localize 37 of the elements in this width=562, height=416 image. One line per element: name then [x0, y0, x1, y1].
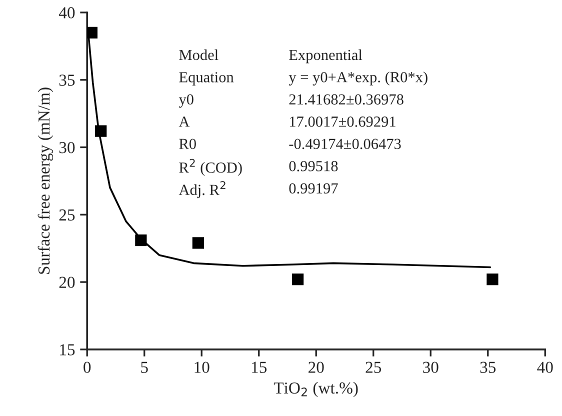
- point: [486, 274, 498, 286]
- y-tick-label: 40: [58, 7, 75, 18]
- point: [192, 237, 204, 249]
- y-tick-label: 30: [59, 142, 75, 154]
- x-tick-label: 30: [423, 362, 438, 373]
- annotation: 17.0017±0.69291: [290, 116, 396, 127]
- annotation: 0.99518: [289, 160, 338, 172]
- annotation: Exponential: [289, 49, 362, 64]
- y-axis-title: Surface free energy (mN/m): [38, 88, 54, 274]
- x-tick-label: 25: [366, 362, 382, 373]
- annotation: Model: [179, 49, 218, 60]
- annotation: A: [178, 116, 190, 127]
- point: [95, 125, 107, 137]
- x-tick-label: 10: [194, 362, 210, 373]
- annotation: Adj. R$^{2}$: [178, 181, 226, 198]
- x-tick-label: 40: [537, 362, 553, 373]
- annotation: y0: [178, 94, 194, 108]
- y-tick-label: 15: [60, 344, 75, 356]
- annotation: 21.41682±0.36978: [289, 94, 404, 105]
- annotation: 0.99197: [289, 183, 338, 194]
- point: [135, 234, 147, 246]
- x-tick-label: 15: [252, 362, 267, 373]
- x-axis-title: TiO$_{2}$ (wt.%): [274, 382, 358, 398]
- annotation: y = y0+A*exp. (R0*x): [288, 72, 428, 86]
- point: [292, 274, 304, 286]
- y-tick-label: 20: [59, 276, 75, 288]
- annotation: R0: [179, 138, 196, 150]
- x-tick-label: 20: [308, 362, 324, 373]
- annotation: Equation: [179, 72, 234, 86]
- y-tick-label: 35: [59, 74, 75, 86]
- annotation: R$^{2}$ (COD): [179, 158, 242, 176]
- x-tick-label: 0: [84, 362, 91, 373]
- annotation: -0.49174±0.06473: [289, 138, 401, 150]
- point: [87, 26, 98, 39]
- x-tick-label: 5: [141, 362, 148, 373]
- y-tick-label: 25: [59, 209, 75, 221]
- x-tick-label: 35: [480, 362, 496, 373]
